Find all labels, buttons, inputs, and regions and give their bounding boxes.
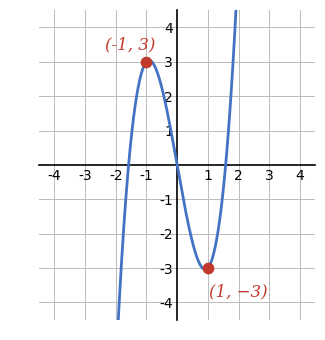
Text: (1, −3): (1, −3) <box>209 284 268 301</box>
Text: (-1, 3): (-1, 3) <box>105 36 155 53</box>
Point <box>144 59 149 65</box>
Point <box>205 265 210 271</box>
